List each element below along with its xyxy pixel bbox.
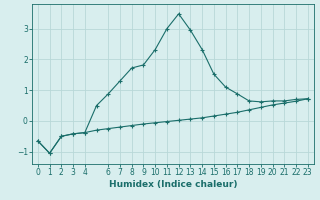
X-axis label: Humidex (Indice chaleur): Humidex (Indice chaleur) xyxy=(108,180,237,189)
